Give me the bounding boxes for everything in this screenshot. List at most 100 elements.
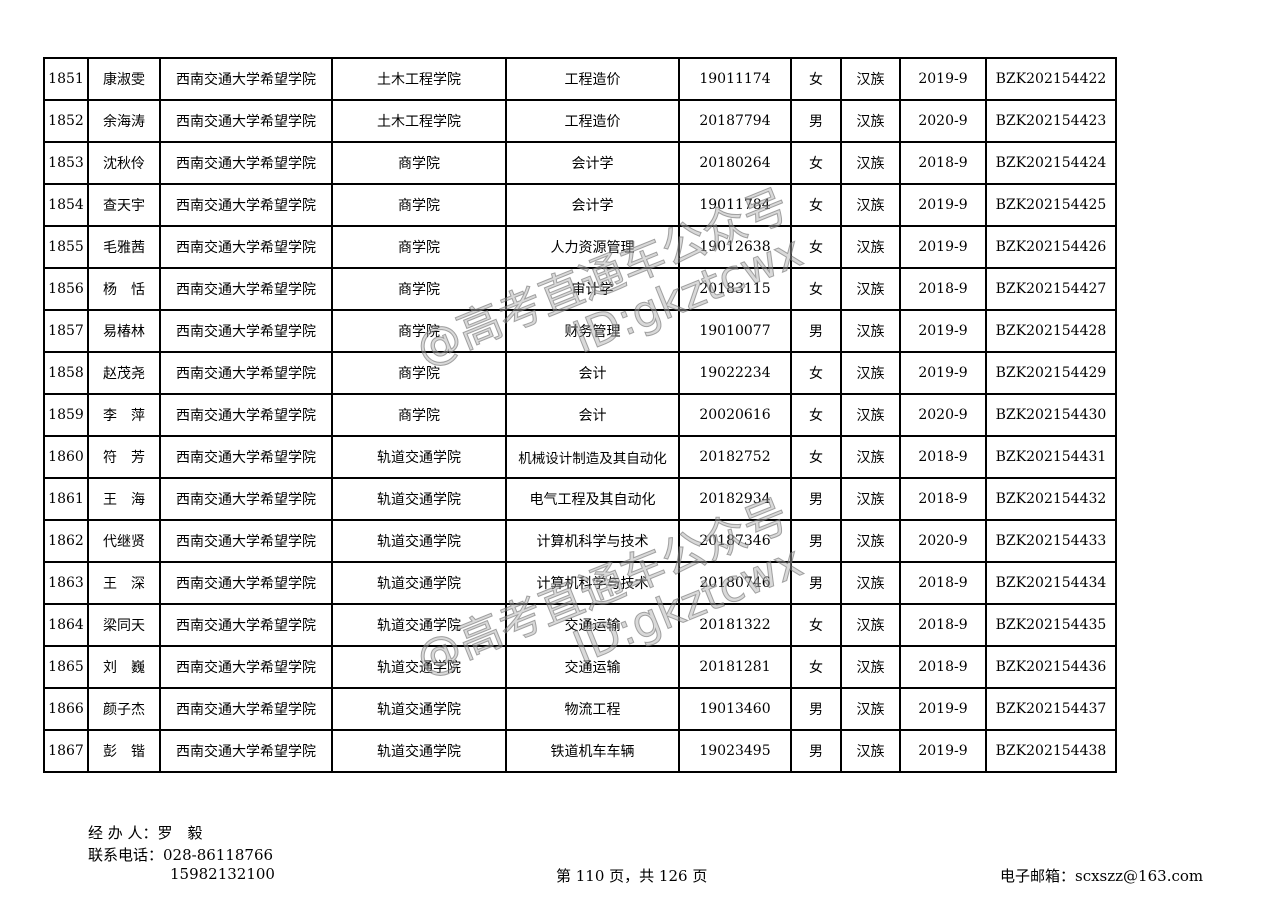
table-row: 1864 梁同天 西南交通大学希望学院 轨道交通学院 交通运输 20181322 女汉族 20… (43, 603, 1117, 647)
cell-certificate-no: BZK202154426 (985, 225, 1117, 269)
cell-name: 王 深 (87, 561, 161, 605)
cell-enrollment: 2019-9 (899, 57, 987, 101)
cell-enrollment: 2018-9 (899, 603, 987, 647)
table-row: 1856 杨 恬西南交通大学希望学院 商学院 审计学 20183115 女汉族 2018-9… (43, 267, 1117, 311)
cell-name: 沈秋伶 (87, 141, 161, 185)
cell-student-id: 19010077 (678, 309, 792, 353)
cell-index: 1855 (43, 225, 89, 269)
cell-major: 财务管理 (505, 309, 680, 353)
cell-certificate-no: BZK202154430 (985, 393, 1117, 437)
cell-ethnicity: 汉族 (840, 351, 901, 395)
handler: 经 办 人：罗 毅 (88, 824, 203, 842)
table-row: 1855 毛雅茜 西南交通大学希望学院 商学院 人力资源管理 19012638 女汉族 201… (43, 225, 1117, 269)
cell-index: 1865 (43, 645, 89, 689)
table-row: 1861 王 海西南交通大学希望学院 轨道交通学院 电气工程及其自动化 20182934… (43, 477, 1117, 521)
cell-ethnicity: 汉族 (840, 603, 901, 647)
cell-name: 代继贤 (87, 519, 161, 563)
table-row: 1854 查天宇 西南交通大学希望学院 商学院 会计学 19011784 女汉族 2019-9… (43, 183, 1117, 227)
cell-school: 西南交通大学希望学院 (159, 477, 333, 521)
cell-index: 1861 (43, 477, 89, 521)
table-row: 1863 王 深西南交通大学希望学院 轨道交通学院 计算机科学与技术 20180746 男… (43, 561, 1117, 605)
cell-index: 1857 (43, 309, 89, 353)
cell-school: 西南交通大学希望学院 (159, 351, 333, 395)
cell-college: 轨道交通学院 (331, 729, 507, 773)
cell-name: 李 萍 (87, 393, 161, 437)
cell-college: 商学院 (331, 309, 507, 353)
cell-enrollment: 2020-9 (899, 99, 987, 143)
cell-student-id: 19022234 (678, 351, 792, 395)
cell-enrollment: 2019-9 (899, 183, 987, 227)
cell-enrollment: 2019-9 (899, 225, 987, 269)
cell-enrollment: 2020-9 (899, 519, 987, 563)
cell-college: 商学院 (331, 183, 507, 227)
table-row: 1859 李 萍西南交通大学希望学院 商学院 会计 20020616 女汉族 2020-9 B… (43, 393, 1117, 437)
cell-school: 西南交通大学希望学院 (159, 435, 333, 479)
cell-ethnicity: 汉族 (840, 561, 901, 605)
cell-student-id: 20181281 (678, 645, 792, 689)
table-row: 1865 刘 巍西南交通大学希望学院 轨道交通学院 交通运输 20181281 女汉族 20… (43, 645, 1117, 689)
cell-gender: 男 (790, 519, 842, 563)
cell-ethnicity: 汉族 (840, 393, 901, 437)
table-row: 1858 赵茂尧 西南交通大学希望学院 商学院 会计 19022234 女汉族 2019-9 B… (43, 351, 1117, 395)
cell-student-id: 20183115 (678, 267, 792, 311)
cell-college: 商学院 (331, 267, 507, 311)
cell-college: 土木工程学院 (331, 99, 507, 143)
cell-name: 梁同天 (87, 603, 161, 647)
table-body: 1851 康淑雯 西南交通大学希望学院 土木工程学院 工程造价 19011174 女汉族 20… (43, 57, 1117, 773)
cell-certificate-no: BZK202154423 (985, 99, 1117, 143)
cell-college: 商学院 (331, 351, 507, 395)
cell-gender: 男 (790, 99, 842, 143)
cell-gender: 男 (790, 309, 842, 353)
cell-school: 西南交通大学希望学院 (159, 183, 333, 227)
cell-student-id: 19011784 (678, 183, 792, 227)
cell-student-id: 20187794 (678, 99, 792, 143)
page-number: 第 110 页，共 126 页 (556, 867, 708, 885)
cell-college: 轨道交通学院 (331, 477, 507, 521)
cell-name: 王 海 (87, 477, 161, 521)
cell-major: 计算机科学与技术 (505, 561, 680, 605)
cell-index: 1859 (43, 393, 89, 437)
cell-major: 铁道机车车辆 (505, 729, 680, 773)
cell-enrollment: 2018-9 (899, 435, 987, 479)
cell-student-id: 20180264 (678, 141, 792, 185)
cell-certificate-no: BZK202154428 (985, 309, 1117, 353)
cell-gender: 女 (790, 183, 842, 227)
cell-gender: 女 (790, 645, 842, 689)
cell-gender: 男 (790, 687, 842, 731)
cell-major: 会计学 (505, 183, 680, 227)
cell-enrollment: 2018-9 (899, 561, 987, 605)
cell-gender: 女 (790, 57, 842, 101)
cell-major: 审计学 (505, 267, 680, 311)
cell-school: 西南交通大学希望学院 (159, 729, 333, 773)
cell-gender: 女 (790, 267, 842, 311)
cell-enrollment: 2018-9 (899, 267, 987, 311)
cell-school: 西南交通大学希望学院 (159, 519, 333, 563)
cell-school: 西南交通大学希望学院 (159, 309, 333, 353)
cell-major: 机械设计制造及其自动化 (505, 435, 680, 479)
cell-college: 轨道交通学院 (331, 645, 507, 689)
cell-college: 轨道交通学院 (331, 519, 507, 563)
cell-enrollment: 2018-9 (899, 477, 987, 521)
cell-certificate-no: BZK202154433 (985, 519, 1117, 563)
cell-certificate-no: BZK202154427 (985, 267, 1117, 311)
contact-email: 电子邮箱：scxszz@163.com (1000, 867, 1204, 885)
cell-certificate-no: BZK202154429 (985, 351, 1117, 395)
cell-school: 西南交通大学希望学院 (159, 561, 333, 605)
cell-college: 轨道交通学院 (331, 687, 507, 731)
cell-enrollment: 2019-9 (899, 729, 987, 773)
cell-college: 轨道交通学院 (331, 603, 507, 647)
cell-major: 会计 (505, 351, 680, 395)
cell-index: 1858 (43, 351, 89, 395)
cell-certificate-no: BZK202154436 (985, 645, 1117, 689)
cell-college: 商学院 (331, 141, 507, 185)
cell-index: 1854 (43, 183, 89, 227)
cell-ethnicity: 汉族 (840, 309, 901, 353)
cell-certificate-no: BZK202154424 (985, 141, 1117, 185)
cell-certificate-no: BZK202154438 (985, 729, 1117, 773)
table-row: 1867 彭 锴西南交通大学希望学院 轨道交通学院 铁道机车车辆 19023495 男汉族… (43, 729, 1117, 773)
cell-name: 易椿林 (87, 309, 161, 353)
cell-student-id: 19012638 (678, 225, 792, 269)
cell-index: 1852 (43, 99, 89, 143)
cell-major: 会计学 (505, 141, 680, 185)
cell-certificate-no: BZK202154434 (985, 561, 1117, 605)
